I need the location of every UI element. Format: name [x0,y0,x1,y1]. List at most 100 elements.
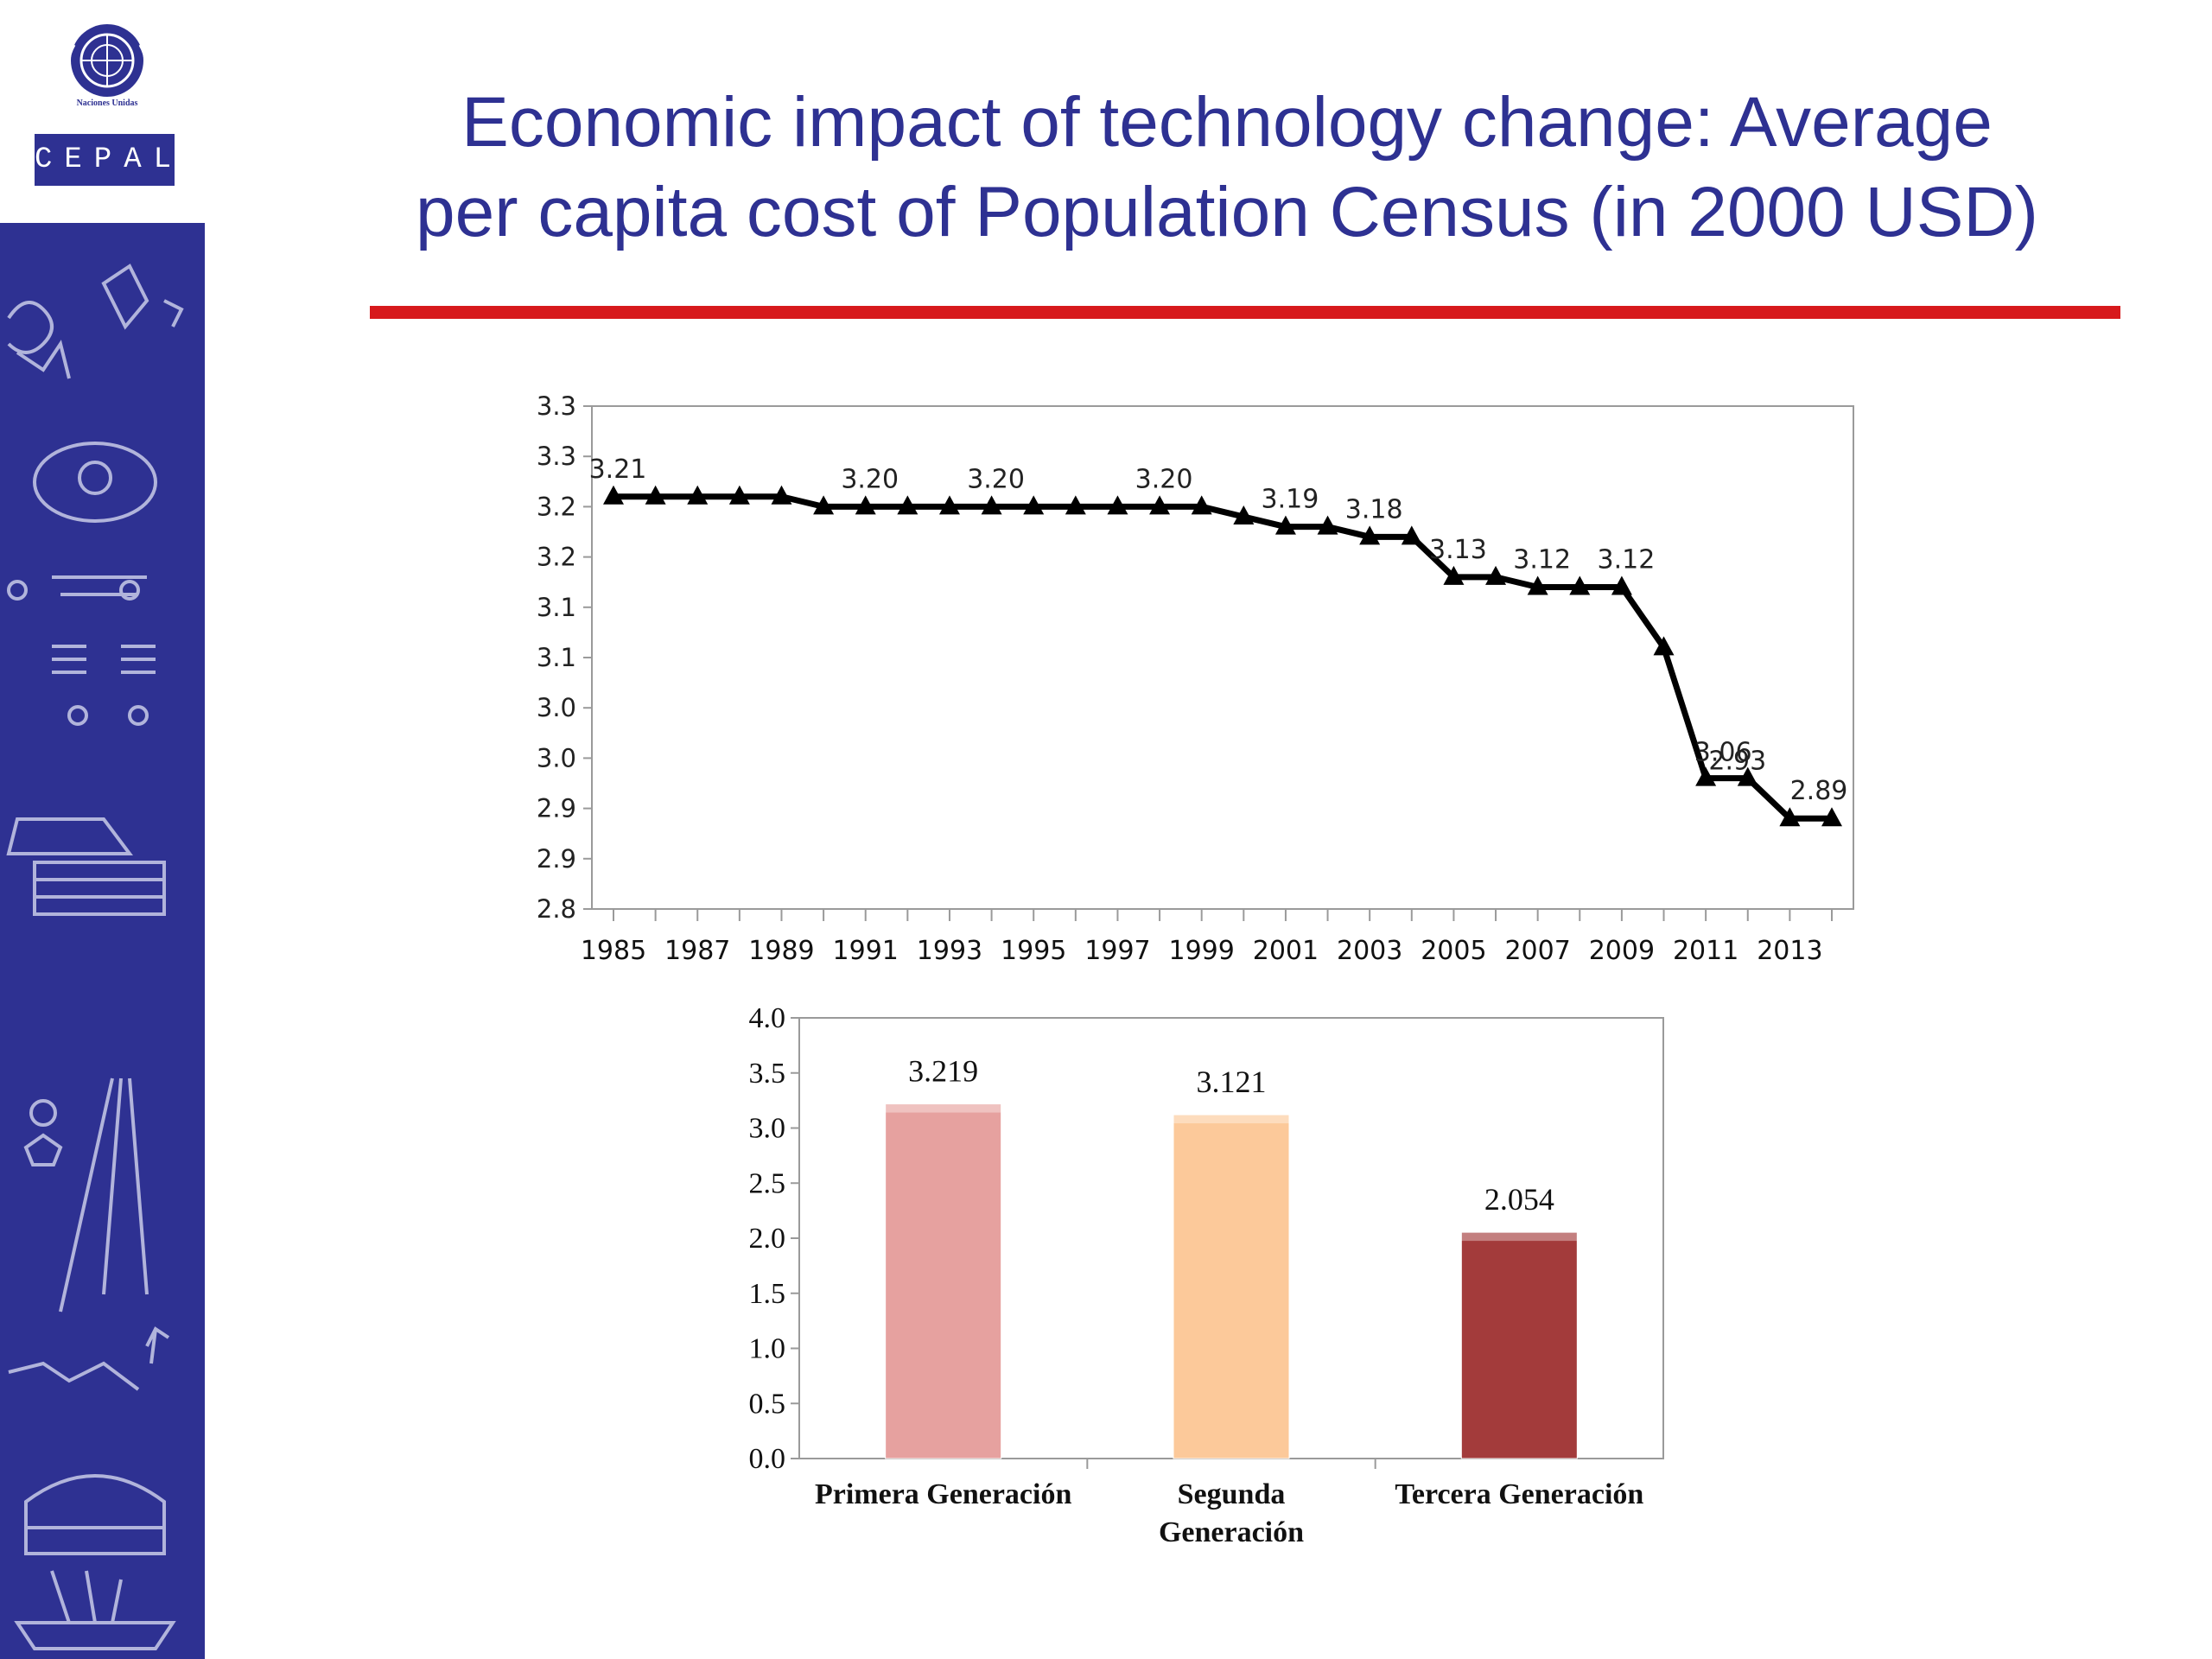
x-tick-label: 1991 [833,936,899,966]
line-point-marker [1527,575,1548,595]
line-point-marker [645,485,666,505]
y-tick-label: 2.9 [537,794,576,823]
line-point-marker [1065,495,1086,515]
line-point-marker [1274,515,1296,535]
y-tick-label: 3.1 [537,593,576,622]
bar-highlight [885,1103,1001,1113]
bar-chart-cost-by-generation: 0.0 0.5 1.0 1.5 2.0 2.5 3.0 3.5 4.0 3.219 Primera … [749,1002,1664,1548]
line-point-marker [1569,575,1591,595]
line-point-marker [1695,766,1717,786]
line-point-marker [1653,636,1675,656]
y-tick-label: 3.0 [749,1113,786,1145]
petroglyph-decoration-icon [6,264,184,1650]
line-data-label: 3.20 [967,464,1025,494]
sidebar-decorative-band [0,223,205,1659]
line-data-label: 3.20 [1135,464,1193,494]
bar [1173,1114,1290,1459]
line-data-label: 2.93 [1708,747,1766,777]
line-series-path [613,493,1832,822]
x-tick-label: 2003 [1337,936,1402,966]
y-tick-label: 3.0 [537,743,576,772]
line-point-marker [813,495,835,515]
line-point-marker [1821,807,1842,827]
x-category-label: Generación [1159,1516,1304,1548]
title-line-1: Economic impact of technology change: Av… [461,83,1993,162]
line-point-marker [1611,575,1632,595]
line-point-marker [1191,495,1212,515]
y-tick-label: 2.5 [749,1167,786,1199]
y-tick-label: 4.0 [749,1002,786,1034]
x-category-label: Tercera Generación [1395,1478,1643,1510]
y-tick-label: 2.8 [537,894,576,924]
y-tick-label: 1.5 [749,1278,786,1310]
x-tick-label: 1985 [581,936,646,966]
x-tick-label: 2013 [1757,936,1822,966]
line-point-marker [1317,515,1338,535]
line-point-marker [897,495,918,515]
line-point-marker [771,485,792,505]
line-point-marker [1401,525,1422,545]
y-tick-label: 3.1 [537,643,576,672]
x-category-label: Segunda [1178,1478,1286,1510]
y-tick-label: 3.5 [749,1058,786,1090]
y-tick-label: 3.3 [537,391,576,421]
y-tick-label: 3.0 [537,693,576,722]
bar-highlight [1173,1115,1289,1124]
x-tick-label: 1999 [1169,936,1235,966]
x-tick-label: 2007 [1504,936,1570,966]
bar-data-label: 3.219 [908,1054,978,1089]
line-point-marker [1149,495,1171,515]
line-point-marker [1737,766,1758,786]
y-tick-label: 3.3 [537,442,576,471]
line-point-marker [1779,807,1801,827]
y-tick-label: 0.5 [749,1388,786,1420]
line-point-marker [687,485,709,505]
line-point-marker [1107,495,1128,515]
x-tick-label: 2001 [1253,936,1319,966]
x-tick-label: 1987 [664,936,730,966]
x-tick-label: 1997 [1084,936,1150,966]
x-tick-label: 2005 [1421,936,1486,966]
line-point-marker [1233,505,1255,525]
y-tick-label: 1.0 [749,1333,786,1365]
y-tick-label: 3.2 [537,492,576,521]
y-tick-label: 0.0 [749,1443,786,1475]
line-point-marker [728,485,750,505]
line-point-marker [855,495,876,515]
line-data-label: 2.89 [1790,776,1848,806]
bar [1460,1231,1578,1459]
un-emblem-icon [67,24,147,97]
x-category-label: Primera Generación [815,1478,1071,1510]
bar-highlight [1461,1232,1578,1242]
org-name: Naciones Unidas [76,99,138,108]
x-tick-label: 2011 [1673,936,1738,966]
line-point-marker [1359,525,1381,545]
line-data-label: 3.13 [1429,535,1487,565]
line-data-label: 3.19 [1262,485,1319,515]
line-point-marker [1443,565,1465,585]
line-point-marker [603,485,624,505]
un-cepal-logo: Naciones Unidas [21,12,194,194]
x-tick-label: 1995 [1001,936,1066,966]
cepal-logo: CEPAL [35,134,175,186]
bar-data-label: 2.054 [1484,1182,1554,1217]
line-point-marker [981,495,1002,515]
line-data-label: 3.20 [841,464,899,494]
x-tick-label: 2009 [1589,936,1655,966]
line-data-label: 3.06 [1694,738,1752,768]
line-data-label: 3.18 [1345,494,1403,524]
slide-title: Economic impact of technology change: Av… [372,78,2082,257]
line-data-label: 3.12 [1513,545,1571,575]
title-line-2: per capita cost of Population Census (in… [416,173,2038,251]
x-tick-label: 1989 [748,936,814,966]
y-tick-label: 3.2 [537,543,576,572]
y-tick-label: 2.0 [749,1223,786,1255]
bar [885,1103,1002,1459]
line-point-marker [1023,495,1045,515]
y-tick-label: 2.9 [537,844,576,874]
line-data-label: 3.21 [589,454,647,485]
bar-data-label: 3.121 [1197,1065,1267,1099]
line-point-marker [1485,565,1507,585]
title-rule [370,306,2120,319]
x-tick-label: 1993 [917,936,982,966]
